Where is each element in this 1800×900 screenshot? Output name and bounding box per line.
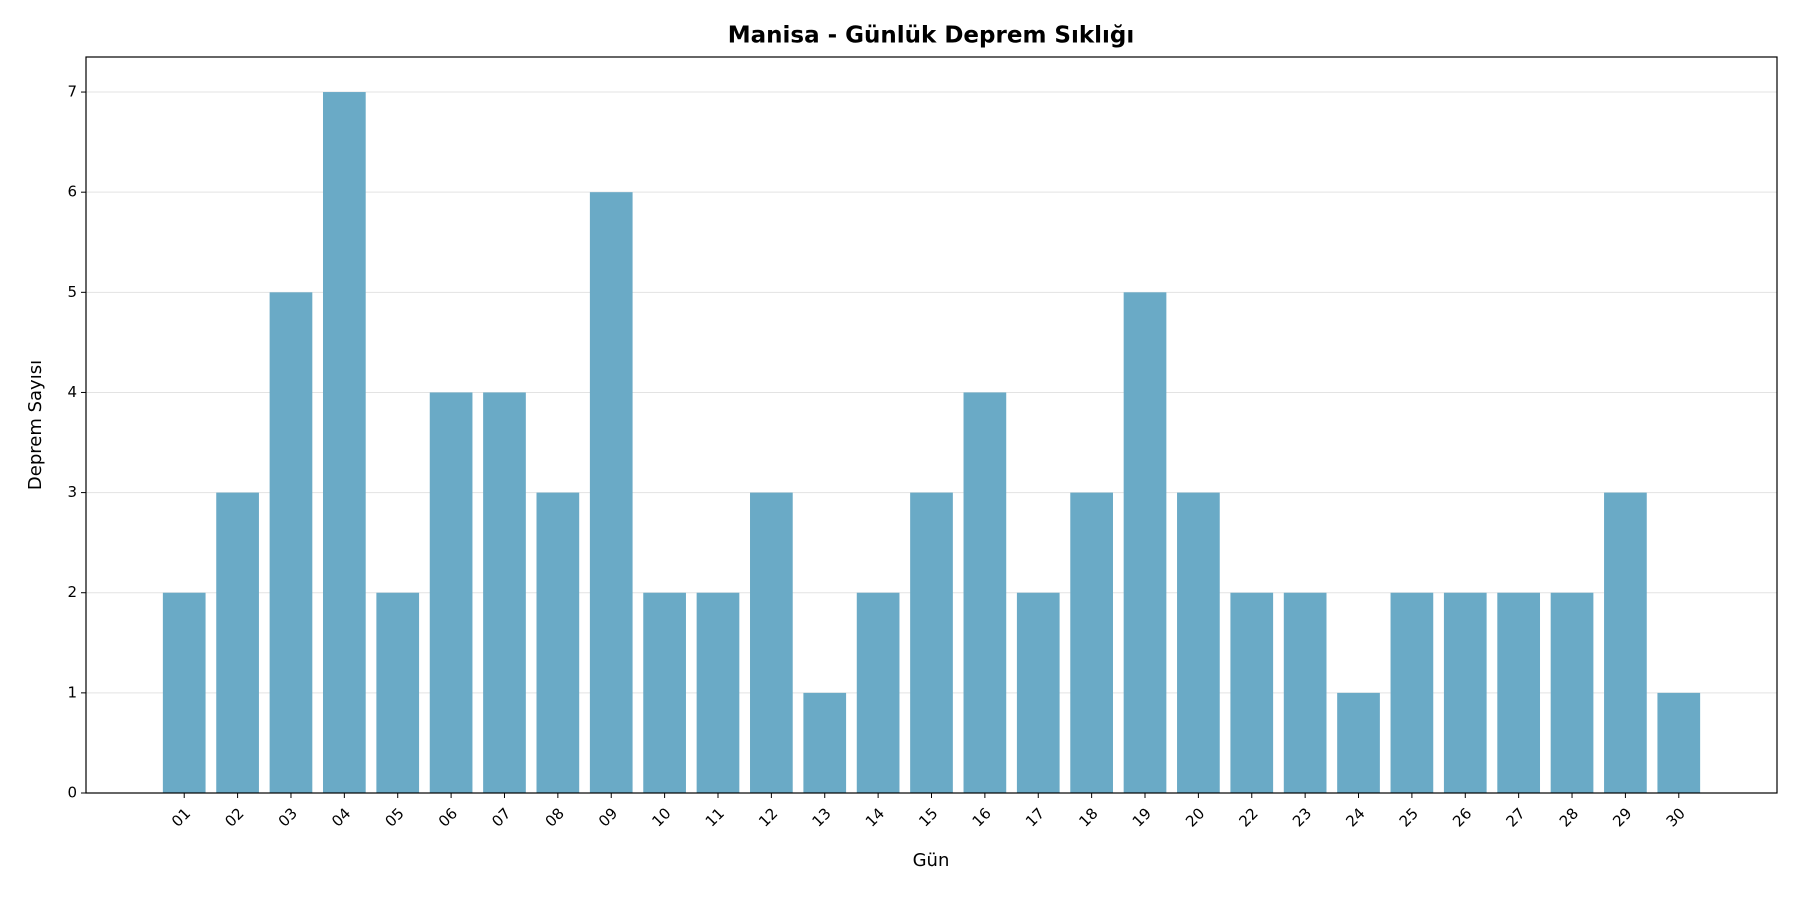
- y-axis-label: Deprem Sayısı: [25, 360, 46, 490]
- bar: [269, 292, 313, 793]
- y-tick-label: 2: [67, 583, 77, 601]
- x-tick-label: 28: [1556, 804, 1582, 830]
- bar: [696, 592, 740, 793]
- bar: [536, 492, 580, 793]
- bar: [1177, 492, 1220, 793]
- bar: [162, 592, 206, 793]
- bar: [1443, 592, 1487, 793]
- x-tick-label: 12: [755, 804, 781, 830]
- bar: [1016, 592, 1060, 793]
- bar: [856, 592, 900, 793]
- bar: [376, 592, 420, 793]
- bar: [1550, 592, 1594, 793]
- x-tick-label: 07: [488, 804, 514, 830]
- x-tick-label: 25: [1396, 804, 1422, 830]
- x-tick-label: 09: [595, 804, 621, 830]
- bar: [910, 492, 953, 793]
- plot-frame: [85, 56, 1778, 794]
- bar: [1497, 592, 1541, 793]
- y-tick-label: 3: [67, 483, 77, 501]
- bar: [1070, 492, 1113, 793]
- x-tick-label: 18: [1075, 804, 1101, 830]
- x-tick-label: 16: [969, 804, 995, 830]
- bar: [483, 392, 526, 793]
- bar: [1123, 292, 1167, 793]
- bar: [643, 592, 686, 793]
- x-tick-label: 23: [1289, 804, 1315, 830]
- bar: [1337, 692, 1380, 793]
- x-tick-label: 20: [1182, 804, 1208, 830]
- x-tick-label: 13: [809, 804, 835, 830]
- x-tick-label: 27: [1502, 804, 1528, 830]
- x-tick-label: 04: [328, 804, 354, 830]
- bar: [963, 392, 1007, 793]
- x-tick-label: 26: [1449, 804, 1475, 830]
- y-tick-label: 5: [67, 283, 77, 301]
- bar: [216, 492, 259, 793]
- y-tick-label: 1: [67, 683, 77, 701]
- bar: [1283, 592, 1327, 793]
- y-tick-label: 4: [67, 383, 77, 401]
- x-tick-label: 08: [542, 804, 568, 830]
- bar: [429, 392, 473, 793]
- bar: [1230, 592, 1274, 793]
- x-tick-label: 24: [1342, 804, 1368, 830]
- bar: [1604, 492, 1647, 793]
- x-tick-label: 17: [1022, 804, 1048, 830]
- chart-title: Manisa - Günlük Deprem Sıklığı: [728, 23, 1135, 49]
- x-tick-label: 15: [915, 804, 941, 830]
- x-tick-label: 01: [168, 804, 194, 830]
- x-tick-label: 06: [435, 804, 461, 830]
- x-tick-label: 05: [382, 804, 408, 830]
- y-tick-label: 0: [67, 784, 77, 802]
- x-tick-label: 10: [648, 804, 674, 830]
- x-tick-label: 03: [275, 804, 301, 830]
- y-tick-label: 7: [67, 83, 77, 101]
- x-tick-label: 14: [862, 804, 888, 830]
- bar: [322, 92, 366, 794]
- bar: [803, 692, 847, 793]
- bar: [1657, 692, 1701, 793]
- x-tick-label: 19: [1129, 804, 1155, 830]
- x-tick-label: 30: [1663, 804, 1689, 830]
- x-tick-label: 29: [1609, 804, 1635, 830]
- bar: [750, 492, 793, 793]
- y-tick-label: 6: [67, 183, 77, 201]
- x-axis-label: Gün: [913, 850, 950, 871]
- x-tick-label: 22: [1236, 804, 1262, 830]
- bar: [589, 192, 633, 794]
- x-tick-label: 02: [221, 804, 247, 830]
- x-tick-label: 11: [702, 804, 728, 830]
- bar: [1390, 592, 1434, 793]
